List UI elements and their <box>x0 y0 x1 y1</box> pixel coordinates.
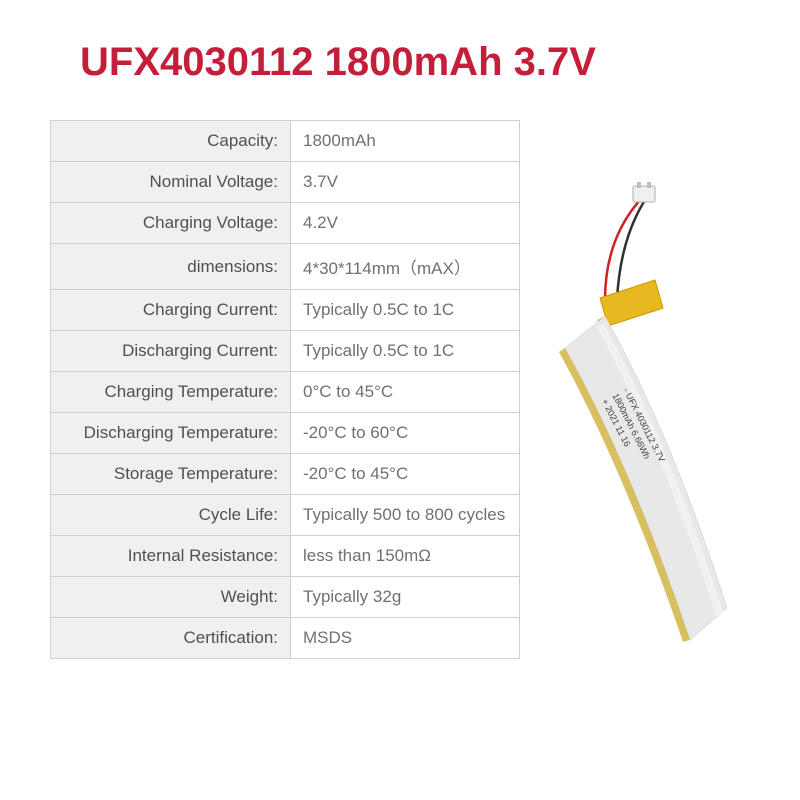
spec-label: Nominal Voltage: <box>51 162 291 203</box>
spec-row: Cycle Life:Typically 500 to 800 cycles <box>51 495 520 536</box>
spec-row: Storage Temperature:-20°C to 45°C <box>51 454 520 495</box>
spec-value: MSDS <box>291 618 520 659</box>
spec-label: Storage Temperature: <box>51 454 291 495</box>
spec-label: Cycle Life: <box>51 495 291 536</box>
spec-value: Typically 32g <box>291 577 520 618</box>
spec-row: dimensions:4*30*114mm（mAX） <box>51 244 520 290</box>
product-title: UFX4030112 1800mAh 3.7V <box>80 40 750 85</box>
spec-row: Internal Resistance:less than 150mΩ <box>51 536 520 577</box>
spec-label: Weight: <box>51 577 291 618</box>
spec-row: Certification:MSDS <box>51 618 520 659</box>
spec-label: dimensions: <box>51 244 291 290</box>
spec-value: -20°C to 45°C <box>291 454 520 495</box>
content-row: Capacity:1800mAhNominal Voltage:3.7VChar… <box>50 120 750 660</box>
spec-label: Certification: <box>51 618 291 659</box>
wire-red <box>605 200 640 300</box>
spec-value: 4.2V <box>291 203 520 244</box>
spec-value: Typically 0.5C to 1C <box>291 331 520 372</box>
spec-value: less than 150mΩ <box>291 536 520 577</box>
connector <box>633 186 655 202</box>
spec-label: Internal Resistance: <box>51 536 291 577</box>
spec-value: 3.7V <box>291 162 520 203</box>
spec-row: Discharging Temperature:-20°C to 60°C <box>51 413 520 454</box>
spec-row: Charging Temperature:0°C to 45°C <box>51 372 520 413</box>
spec-label: Charging Current: <box>51 290 291 331</box>
spec-row: Charging Voltage:4.2V <box>51 203 520 244</box>
spec-row: Weight:Typically 32g <box>51 577 520 618</box>
spec-row: Nominal Voltage:3.7V <box>51 162 520 203</box>
spec-value: 1800mAh <box>291 121 520 162</box>
battery-image: - UFX 4030112 3.7V 1800mAh 6.66Wh + 2021… <box>545 180 745 660</box>
spec-value: -20°C to 60°C <box>291 413 520 454</box>
spec-value: 0°C to 45°C <box>291 372 520 413</box>
spec-value: Typically 0.5C to 1C <box>291 290 520 331</box>
spec-label: Discharging Temperature: <box>51 413 291 454</box>
spec-label: Charging Temperature: <box>51 372 291 413</box>
spec-label: Discharging Current: <box>51 331 291 372</box>
spec-label: Charging Voltage: <box>51 203 291 244</box>
spec-table: Capacity:1800mAhNominal Voltage:3.7VChar… <box>50 120 520 659</box>
spec-label: Capacity: <box>51 121 291 162</box>
battery-tab <box>600 280 663 326</box>
spec-row: Charging Current:Typically 0.5C to 1C <box>51 290 520 331</box>
battery-body <box>565 316 727 640</box>
spec-value: Typically 500 to 800 cycles <box>291 495 520 536</box>
spec-row: Discharging Current:Typically 0.5C to 1C <box>51 331 520 372</box>
spec-row: Capacity:1800mAh <box>51 121 520 162</box>
spec-value: 4*30*114mm（mAX） <box>291 244 520 290</box>
